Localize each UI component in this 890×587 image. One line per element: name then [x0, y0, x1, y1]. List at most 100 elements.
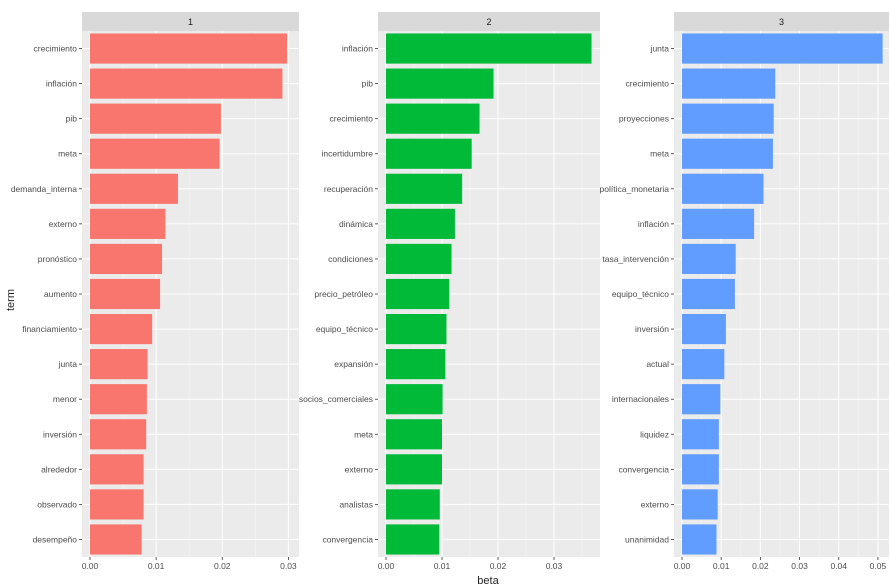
y-tick-label: externo	[49, 219, 78, 229]
bar-desempeño	[90, 524, 142, 555]
bar-crecimiento	[682, 68, 776, 99]
y-tick-label: crecimiento	[330, 114, 374, 124]
y-tick-label: pib	[66, 114, 78, 124]
y-tick-label: alrededor	[41, 464, 77, 474]
y-tick-label: meta	[650, 149, 669, 159]
bar-externo	[386, 454, 442, 485]
x-tick-label: 0.05	[870, 561, 887, 571]
bar-actual	[682, 349, 725, 380]
y-tick-label: liquidez	[640, 429, 669, 439]
bar-expansión	[386, 349, 446, 380]
bar-precio_petróleo	[386, 278, 450, 310]
bar-demanda_interna	[90, 173, 178, 204]
bar-inflación	[90, 68, 283, 99]
x-tick-label: 0.01	[434, 561, 451, 571]
y-tick-label: política_monetaria	[600, 184, 670, 194]
y-tick-label: externo	[345, 464, 374, 474]
bar-financiamiento	[90, 313, 153, 345]
y-tick-label: convergencia	[322, 534, 373, 544]
x-tick-label: 0.02	[752, 561, 769, 571]
bar-convergencia	[682, 454, 719, 485]
y-axis-title: term	[5, 289, 17, 311]
y-tick-label: inflación	[342, 44, 373, 54]
y-tick-label: financiamiento	[22, 324, 77, 334]
bar-recuperación	[386, 173, 463, 204]
bar-inversión	[90, 419, 147, 450]
bar-meta	[682, 138, 773, 169]
bar-pib	[386, 68, 494, 99]
y-tick-label: dinámica	[339, 219, 373, 229]
y-tick-label: junta	[650, 44, 670, 54]
y-tick-label: tasa_intervención	[602, 254, 669, 264]
y-tick-label: incertidumbre	[322, 149, 374, 159]
y-tick-label: inflación	[46, 79, 77, 89]
bar-analistas	[386, 489, 440, 520]
bar-externo	[90, 208, 166, 239]
bar-socios_comerciales	[386, 384, 443, 415]
y-tick-label: pib	[362, 79, 374, 89]
x-tick-label: 0.03	[546, 561, 563, 571]
facet-strip-label: 3	[779, 17, 784, 27]
y-tick-label: convergencia	[618, 464, 669, 474]
y-tick-label: equipo_técnico	[612, 289, 669, 299]
bar-inflación	[386, 33, 592, 64]
facet-panel-3: 3 0.00 0.01 0.02 0.03 0.04 0.05 junta crecimient…	[600, 12, 889, 571]
x-tick-label: 0.01	[713, 561, 730, 571]
bar-pronóstico	[90, 243, 163, 275]
y-tick-label: expansión	[334, 359, 373, 369]
y-tick-label: meta	[354, 429, 373, 439]
y-tick-label: recuperación	[324, 184, 373, 194]
y-tick-label: crecimiento	[34, 44, 78, 54]
bar-internacionales	[682, 384, 721, 415]
bar-inflación	[682, 208, 755, 239]
bar-política_monetaria	[682, 173, 764, 204]
bar-tasa_intervención	[682, 243, 736, 275]
y-tick-label: menor	[53, 394, 77, 404]
y-tick-label: condiciones	[328, 254, 373, 264]
y-tick-label: observado	[37, 499, 77, 509]
y-tick-label: unanimidad	[625, 534, 669, 544]
bar-crecimiento	[90, 33, 288, 64]
bar-condiciones	[386, 243, 452, 275]
facet-strip	[674, 12, 889, 31]
y-tick-label: actual	[646, 359, 669, 369]
y-tick-label: desempeño	[33, 534, 78, 544]
y-tick-label: precio_petróleo	[314, 289, 373, 299]
bar-junta	[90, 349, 148, 380]
y-tick-label: pronóstico	[38, 254, 77, 264]
bar-junta	[682, 33, 883, 64]
facet-strip-label: 1	[188, 17, 193, 27]
y-tick-label: meta	[58, 149, 77, 159]
bar-equipo_técnico	[386, 313, 447, 345]
bar-menor	[90, 384, 147, 415]
facet-strip-label: 2	[486, 17, 491, 27]
bar-incertidumbre	[386, 138, 472, 169]
bar-equipo_técnico	[682, 278, 735, 310]
x-tick-label: 0.01	[148, 561, 165, 571]
x-tick-label: 0.03	[280, 561, 297, 571]
panels-group: 1 0.00 0.01 0.02 0.03 crecimiento inflación pib…	[11, 12, 889, 571]
bar-dinámica	[386, 208, 455, 239]
bar-inversión	[682, 313, 726, 345]
bar-meta	[90, 138, 220, 169]
y-tick-label: aumento	[44, 289, 77, 299]
x-tick-label: 0.00	[674, 561, 691, 571]
bar-pib	[90, 103, 221, 134]
y-tick-label: demanda_interna	[11, 184, 77, 194]
bar-alrededor	[90, 454, 144, 485]
x-tick-label: 0.00	[378, 561, 395, 571]
x-axis-title: beta	[477, 575, 499, 587]
x-tick-label: 0.02	[214, 561, 231, 571]
bar-aumento	[90, 278, 161, 310]
y-tick-label: junta	[58, 359, 78, 369]
y-tick-label: equipo_técnico	[316, 324, 373, 334]
y-tick-label: socios_comerciales	[299, 394, 373, 404]
bar-observado	[90, 489, 144, 520]
bar-proyecciones	[682, 103, 774, 134]
bar-crecimiento	[386, 103, 480, 134]
y-tick-label: crecimiento	[626, 79, 670, 89]
x-tick-label: 0.00	[82, 561, 99, 571]
bar-liquidez	[682, 419, 719, 450]
y-tick-label: inversión	[43, 429, 77, 439]
